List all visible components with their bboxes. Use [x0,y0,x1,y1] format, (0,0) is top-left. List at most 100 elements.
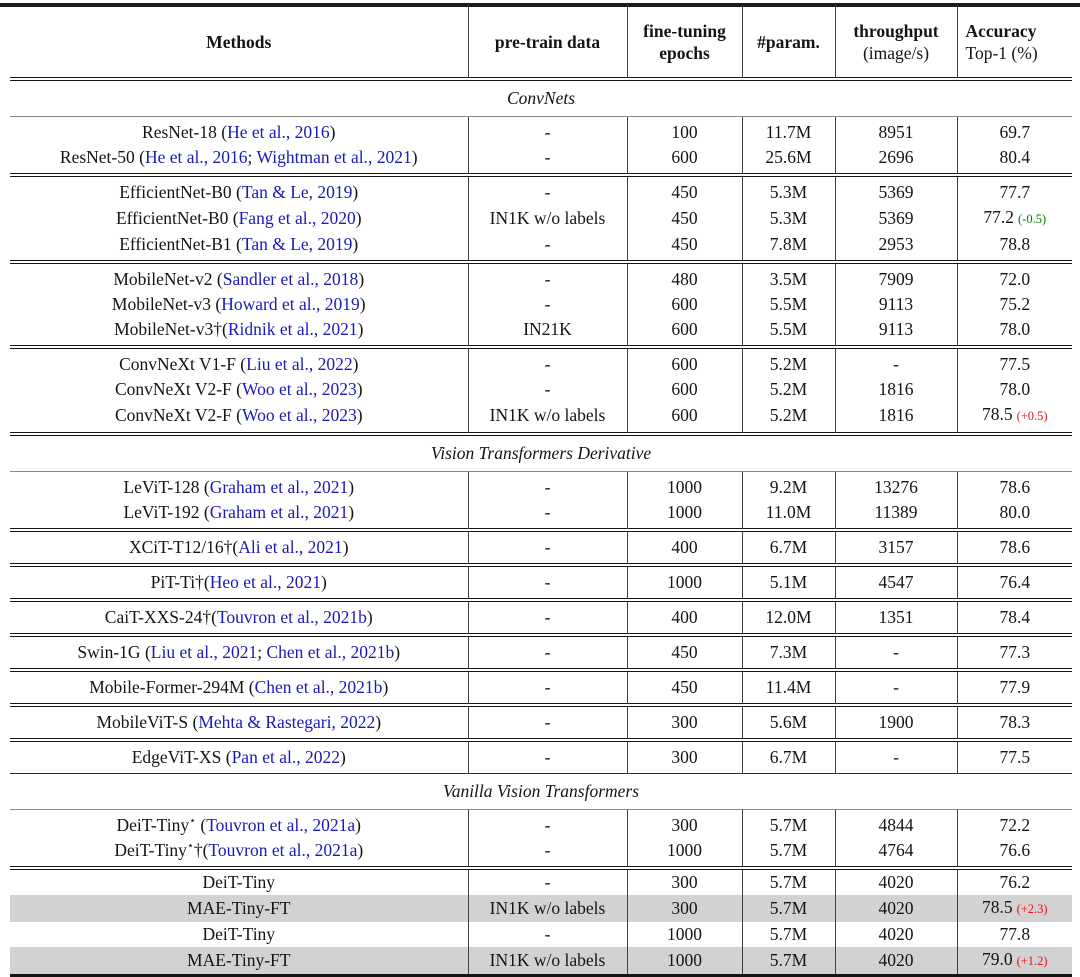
params-cell: 5.2M [742,402,835,433]
citation-link[interactable]: Liu et al., 2022 [246,354,352,374]
accuracy-cell: 78.6 [957,472,1072,500]
citation-link[interactable]: Touvron et al., 2021a [208,840,357,860]
citation-link[interactable]: Graham et al., 2021 [210,477,349,497]
column-header: Methods [10,7,468,78]
params-cell: 5.3M [742,205,835,232]
params-cell: 11.0M [742,500,835,529]
method-text: ) [356,208,362,228]
epochs-cell: 450 [627,205,742,232]
accuracy-value: 77.7 [999,182,1030,202]
method-cell: DeiT-Tiny [10,922,468,947]
epochs-cell: 1000 [627,947,742,976]
method-text: EfficientNet-B0 ( [116,208,239,228]
citation-link[interactable]: Fang et al., 2020 [239,208,356,228]
params-cell: 5.5M [742,292,835,317]
pretrain-cell: - [468,292,627,317]
citation-link[interactable]: Tan & Le, 2019 [242,182,353,202]
table-row: Swin-1G (Liu et al., 2021; Chen et al., … [10,637,1072,669]
method-text: MAE-Tiny-FT [187,950,290,970]
pretrain-cell: - [468,377,627,402]
method-text: Mobile-Former-294M ( [89,677,254,697]
method-cell: DeiT-Tiny⋆ (Touvron et al., 2021a) [10,810,468,838]
method-text: ) [412,147,418,167]
method-cell: ConvNeXt V2-F (Woo et al., 2023) [10,377,468,402]
params-cell: 7.3M [742,637,835,669]
citation-link[interactable]: Sandler et al., 2018 [223,269,359,289]
method-text: ) [375,712,381,732]
accuracy-value: 72.0 [999,269,1030,289]
method-text: ) [353,354,359,374]
method-text: ConvNeXt V1-F ( [119,354,246,374]
params-cell: 5.2M [742,377,835,402]
citation-link[interactable]: Chen et al., 2021b [266,642,394,662]
citation-link[interactable]: Howard et al., 2019 [221,294,360,314]
pretrain-cell: - [468,264,627,293]
accuracy-value: 77.9 [999,677,1030,697]
citation-link[interactable]: Touvron et al., 2021b [217,607,367,627]
table-row: ConvNeXt V2-F (Woo et al., 2023)IN1K w/o… [10,402,1072,433]
accuracy-value: 77.5 [999,354,1030,374]
accuracy-value: 77.8 [999,924,1030,944]
accuracy-value: 76.6 [999,840,1030,860]
throughput-cell: 2696 [835,145,957,174]
star-superscript: ⋆ [187,840,194,852]
citation-link[interactable]: Chen et al., 2021b [255,677,383,697]
citation-link[interactable]: Wightman et al., 2021 [256,147,411,167]
citation-link[interactable]: Liu et al., 2021 [151,642,257,662]
method-text: ) [348,477,354,497]
pretrain-cell: IN1K w/o labels [468,402,627,433]
method-cell: LeViT-128 (Graham et al., 2021) [10,472,468,500]
method-text: ) [352,182,358,202]
epochs-cell: 1000 [627,838,742,867]
citation-link[interactable]: He et al., 2016 [227,122,330,142]
citation-link[interactable]: He et al., 2016 [145,147,248,167]
throughput-cell: 5369 [835,205,957,232]
accuracy-cell: 78.4 [957,602,1072,634]
accuracy-value: 78.5 [982,897,1013,917]
citation-link[interactable]: Ridnik et al., 2021 [228,319,358,339]
epochs-cell: 400 [627,602,742,634]
epochs-cell: 450 [627,177,742,206]
method-text: MobileNet-v3†( [114,319,228,339]
params-cell: 11.4M [742,672,835,704]
method-text: ConvNeXt V2-F ( [115,405,242,425]
throughput-cell: - [835,672,957,704]
throughput-cell: - [835,349,957,378]
accuracy-value: 80.4 [999,147,1030,167]
epochs-cell: 300 [627,895,742,922]
table-row: MobileViT-S (Mehta & Rastegari, 2022)-30… [10,707,1072,739]
citation-link[interactable]: Ali et al., 2021 [238,537,343,557]
citation-link[interactable]: Touvron et al., 2021a [206,815,355,835]
citation-link[interactable]: Pan et al., 2022 [232,747,340,767]
throughput-cell: 4844 [835,810,957,838]
citation-link[interactable]: Woo et al., 2023 [242,405,357,425]
citation-link[interactable]: Mehta & Rastegari, 2022 [198,712,375,732]
pretrain-cell: - [468,117,627,145]
throughput-cell: 1816 [835,377,957,402]
throughput-cell: 1816 [835,402,957,433]
params-cell: 5.7M [742,895,835,922]
params-cell: 11.7M [742,117,835,145]
pretrain-cell: - [468,177,627,206]
citation-link[interactable]: Tan & Le, 2019 [242,234,353,254]
accuracy-value: 78.8 [999,234,1030,254]
throughput-cell: 4020 [835,947,957,976]
pretrain-cell: - [468,810,627,838]
accuracy-cell: 78.6 [957,532,1072,564]
throughput-cell: 2953 [835,232,957,261]
throughput-cell: - [835,742,957,774]
citation-link[interactable]: Heo et al., 2021 [210,572,321,592]
column-header-label: Accuracy [966,21,1037,41]
pretrain-cell: - [468,567,627,599]
epochs-cell: 450 [627,637,742,669]
throughput-cell: - [835,637,957,669]
pretrain-cell: - [468,870,627,896]
citation-link[interactable]: Woo et al., 2023 [242,379,357,399]
citation-link[interactable]: Graham et al., 2021 [210,502,349,522]
pretrain-cell: - [468,349,627,378]
